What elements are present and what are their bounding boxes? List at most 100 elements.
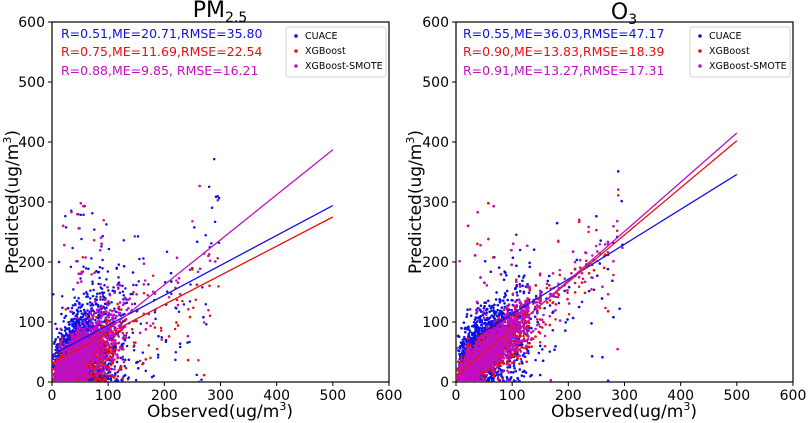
scatter-point (85, 320, 88, 324)
scatter-point (100, 374, 104, 378)
scatter-point (121, 377, 125, 380)
scatter-point (79, 309, 83, 313)
scatter-point (77, 306, 81, 309)
scatter-point (66, 307, 70, 310)
scatter-point (71, 312, 75, 315)
scatter-point (86, 302, 89, 306)
scatter-point (115, 379, 119, 382)
scatter-point (127, 358, 131, 362)
scatter-point (92, 309, 95, 313)
scatter-point (85, 295, 88, 298)
scatter-point (53, 340, 57, 343)
scatter-point (106, 301, 109, 304)
scatter-point (80, 322, 84, 325)
scatter-point (116, 302, 119, 306)
scatter-point (160, 335, 163, 339)
scatter-point (155, 347, 159, 351)
scatter-point (89, 380, 93, 382)
scatter-point (204, 303, 208, 306)
scatter-point (165, 290, 169, 293)
scatter-point (121, 348, 125, 351)
scatter-point (91, 282, 94, 286)
scatter-point (138, 257, 141, 261)
scatter-point (75, 319, 79, 323)
scatter-point (94, 311, 97, 314)
scatter-point (111, 351, 114, 355)
scatter-point (176, 324, 180, 327)
scatter-point (156, 356, 160, 359)
scatter-point (72, 288, 75, 291)
scatter-point (75, 299, 79, 303)
scatter-point (188, 300, 192, 303)
scatter-point (109, 363, 113, 367)
scatter-point (201, 286, 204, 289)
scatter-point (58, 331, 61, 335)
scatter-point (79, 277, 82, 280)
scatter-point (55, 327, 59, 331)
scatter-point (139, 322, 143, 325)
scatter-point (122, 360, 126, 364)
scatter-point (74, 303, 77, 307)
scatter-point (111, 289, 114, 292)
scatter-point (70, 211, 73, 214)
scatter-point (173, 327, 177, 331)
scatter-point (123, 365, 126, 368)
scatter-point (83, 310, 86, 314)
scatter-point (127, 336, 131, 339)
scatter-point (122, 294, 125, 297)
scatter-point (122, 264, 126, 268)
pm25-scatter-points (52, 157, 221, 382)
scatter-point (64, 226, 68, 229)
scatter-point (104, 350, 107, 353)
scatter-point (70, 318, 73, 321)
scatter-point (105, 278, 108, 281)
scatter-point (144, 369, 148, 373)
scatter-point (177, 310, 181, 314)
scatter-point (121, 358, 125, 361)
scatter-point (119, 308, 123, 311)
scatter-point (100, 367, 104, 371)
scatter-point (103, 376, 107, 380)
scatter-point (119, 356, 122, 360)
scatter-point (205, 323, 208, 326)
scatter-point (103, 283, 106, 287)
scatter-point (96, 292, 99, 296)
scatter-point (126, 377, 130, 381)
scatter-point (100, 287, 104, 291)
scatter-point (213, 220, 217, 224)
scatter-point (91, 280, 94, 283)
scatter-point (188, 315, 192, 319)
scatter-point (74, 322, 78, 326)
scatter-point (97, 313, 100, 317)
scatter-point (99, 377, 102, 381)
scatter-point (107, 377, 110, 381)
scatter-point (197, 380, 201, 382)
scatter-point (101, 294, 105, 298)
scatter-point (136, 360, 139, 364)
scatter-point (105, 374, 109, 377)
scatter-point (193, 226, 196, 229)
scatter-point (98, 292, 102, 295)
scatter-point (129, 292, 132, 296)
scatter-point (216, 256, 219, 260)
scatter-point (78, 302, 81, 306)
scatter-point (115, 266, 119, 270)
scatter-point (117, 368, 121, 372)
scatter-point (115, 310, 118, 314)
scatter-point (105, 306, 108, 309)
scatter-point (68, 330, 72, 334)
scatter-point (149, 356, 152, 360)
scatter-point (64, 214, 67, 218)
scatter-point (131, 292, 134, 296)
scatter-point (191, 268, 194, 271)
scatter-point (62, 320, 65, 323)
scatter-point (186, 358, 190, 362)
scatter-point (160, 338, 163, 341)
scatter-point (95, 269, 98, 273)
scatter-point (217, 285, 220, 288)
scatter-point (102, 291, 106, 294)
scatter-point (82, 326, 85, 329)
scatter-point (89, 289, 92, 292)
scatter-point (153, 311, 157, 314)
scatter-point (95, 315, 98, 319)
